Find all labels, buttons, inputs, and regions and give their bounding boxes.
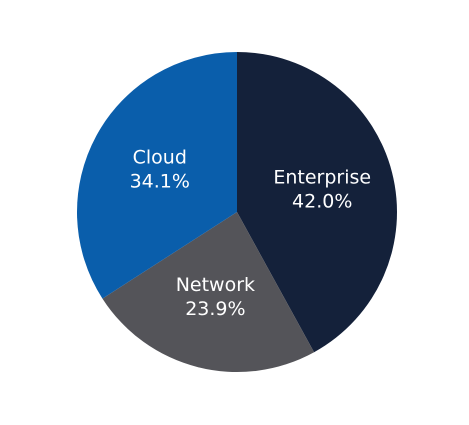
slice-label: Cloud [133, 146, 187, 168]
pie-slice [77, 52, 238, 299]
pie-slice [102, 212, 315, 373]
slice-value: 34.1% [130, 170, 190, 192]
slice-value: 23.9% [185, 298, 245, 320]
slice-value: 42.0% [292, 191, 352, 213]
pie-slice [237, 52, 398, 353]
slice-label: Enterprise [273, 167, 371, 189]
slice-label: Network [176, 274, 255, 296]
